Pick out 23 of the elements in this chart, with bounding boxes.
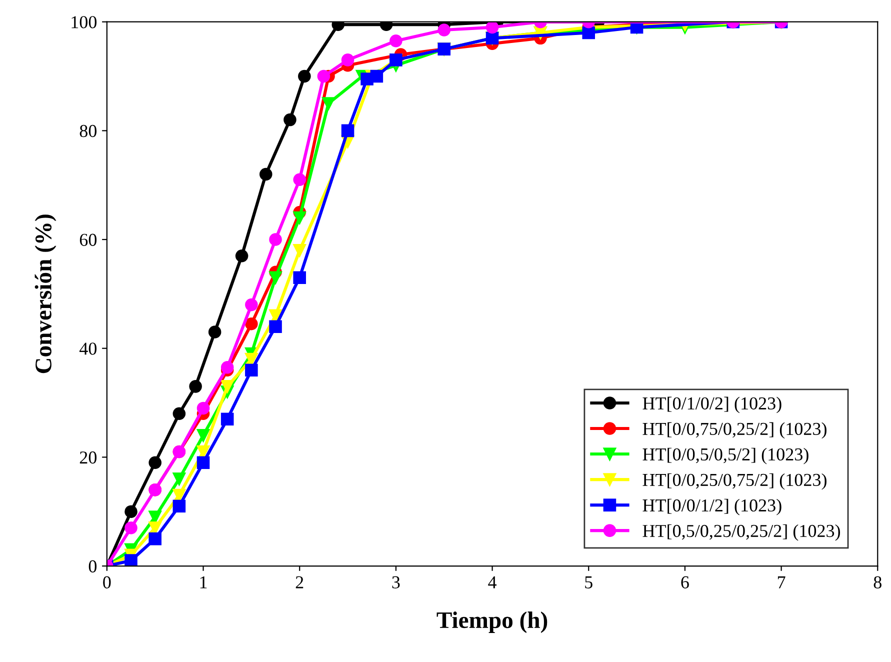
y-tick-label: 0 — [88, 560, 97, 572]
legend-label: HT[0/1/0/2] (1023) — [642, 396, 782, 414]
x-tick-label: 6 — [681, 576, 689, 588]
legend-label: HT[0/0/1/2] (1023) — [642, 498, 782, 516]
x-tick-label: 1 — [200, 576, 207, 588]
x-tick-label: 0 — [103, 576, 111, 588]
y-tick-label: 80 — [80, 124, 97, 138]
x-tick-label: 5 — [585, 576, 592, 588]
y-tick-label: 100 — [72, 16, 97, 28]
y-tick-label: 60 — [80, 234, 97, 246]
x-tick-label: 2 — [296, 576, 304, 588]
y-tick-label: 20 — [80, 451, 97, 464]
legend-label: HT[0,5/0,25/0,25/2] (1023) — [642, 524, 840, 541]
legend-label: HT[0/0,5/0,5/2] (1023) — [642, 448, 808, 464]
x-tick-label: 4 — [488, 576, 497, 588]
y-axis-title: Conversión (%) — [34, 214, 56, 374]
x-axis-title: Tiempo (h) — [436, 612, 548, 633]
x-tick-label: 8 — [874, 576, 882, 588]
y-tick-label: 40 — [79, 342, 97, 355]
x-tick-label: 3 — [392, 576, 400, 588]
x-tick-label: 7 — [778, 576, 786, 588]
legend-label: HT[0/0,25/0,75/2] (1023) — [642, 473, 826, 490]
legend-label: HT[0/0,75/0,25/2] (1023) — [642, 422, 826, 439]
